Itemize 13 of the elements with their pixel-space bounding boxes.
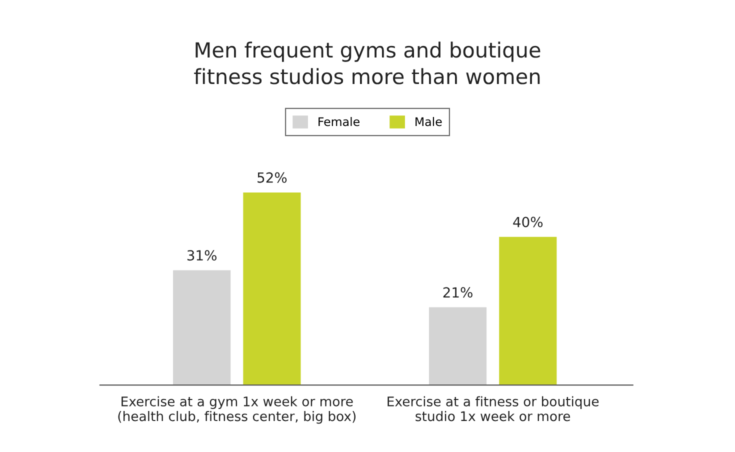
bar	[499, 236, 557, 386]
data-label: 31%	[187, 250, 216, 261]
bar	[428, 307, 487, 386]
bar	[243, 192, 301, 386]
data-label: 52%	[258, 172, 287, 183]
x-tick-label: Exercise at a fitness or boutique studio 1x week or more	[388, 396, 599, 422]
x-tick-label: Exercise at a gym 1x week or more (health club, fitness center, big box)	[118, 396, 356, 424]
chart-title: Men frequent gyms and boutique fitness studios more than women	[194, 42, 540, 84]
bar	[173, 270, 231, 386]
legend-label: Male	[416, 116, 442, 126]
legend-label: Female	[318, 116, 360, 126]
data-label: 21%	[443, 287, 472, 298]
data-label: 40%	[513, 216, 543, 228]
